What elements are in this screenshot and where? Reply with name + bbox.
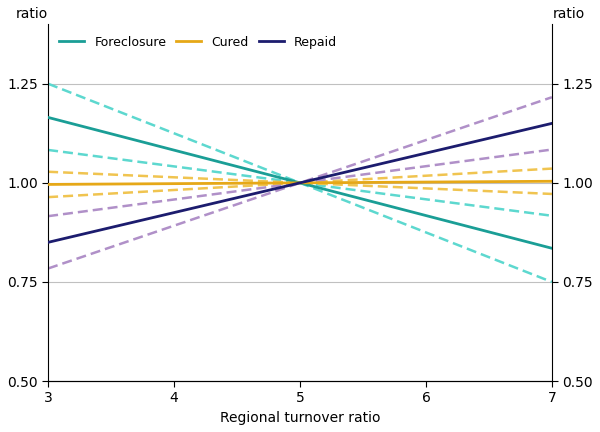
Legend: Foreclosure, Cured, Repaid: Foreclosure, Cured, Repaid: [55, 31, 342, 54]
X-axis label: Regional turnover ratio: Regional turnover ratio: [220, 411, 380, 425]
Text: ratio: ratio: [553, 7, 584, 21]
Text: ratio: ratio: [16, 7, 47, 21]
